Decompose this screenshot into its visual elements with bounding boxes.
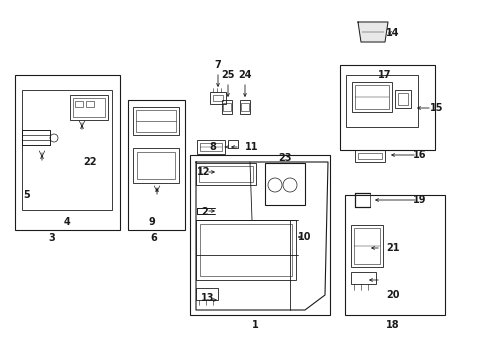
Text: 21: 21 [386,243,399,253]
Text: 18: 18 [386,320,399,330]
Bar [22,130,50,145]
Bar [241,103,248,111]
Text: 25: 25 [221,70,234,80]
Bar [209,92,225,104]
Bar [227,140,238,148]
Bar [240,100,249,114]
Bar [196,288,218,300]
Text: 22: 22 [83,157,97,167]
Bar [197,140,224,154]
Polygon shape [357,22,387,42]
Text: 1: 1 [251,320,258,330]
Bar [15,75,120,230]
Bar [339,65,434,150]
Bar [133,148,179,183]
Text: 16: 16 [412,150,426,160]
Text: 19: 19 [412,195,426,205]
Text: 14: 14 [386,28,399,38]
Bar [394,90,410,108]
Bar [22,90,112,210]
Text: 10: 10 [298,232,311,242]
Bar [350,272,375,284]
Bar [351,82,391,112]
Bar [73,98,105,117]
Text: 3: 3 [48,233,55,243]
Bar [354,85,388,109]
Text: 4: 4 [63,217,70,227]
Bar [264,163,305,205]
Text: 23: 23 [278,153,291,163]
Text: 6: 6 [150,233,157,243]
Text: 2: 2 [201,207,208,217]
Bar [200,143,222,151]
Bar [346,75,417,127]
Bar [133,107,179,135]
Text: 5: 5 [23,190,30,200]
Bar [213,95,223,101]
Bar [350,225,382,267]
Text: 17: 17 [378,70,391,80]
Bar [223,103,230,111]
Bar [222,100,231,114]
Bar [353,228,379,264]
Text: 7: 7 [214,60,221,70]
Text: 8: 8 [209,142,216,152]
Bar [345,195,444,315]
Bar [86,101,94,107]
Text: 11: 11 [245,142,258,152]
Text: 15: 15 [429,103,443,113]
Bar [200,224,291,276]
Bar [75,101,83,107]
Bar [196,163,256,185]
Bar [137,152,175,179]
Polygon shape [196,162,327,310]
Text: 12: 12 [197,167,210,177]
Text: 24: 24 [238,70,251,80]
Bar [196,220,295,280]
Bar [70,95,108,120]
Bar [190,155,329,315]
Bar [397,93,407,105]
Bar [128,100,184,230]
Bar [357,153,381,159]
Bar [354,150,384,162]
Text: 20: 20 [386,290,399,300]
Bar [199,166,252,182]
Text: 13: 13 [201,293,214,303]
Bar [136,110,176,132]
Text: 9: 9 [148,217,155,227]
